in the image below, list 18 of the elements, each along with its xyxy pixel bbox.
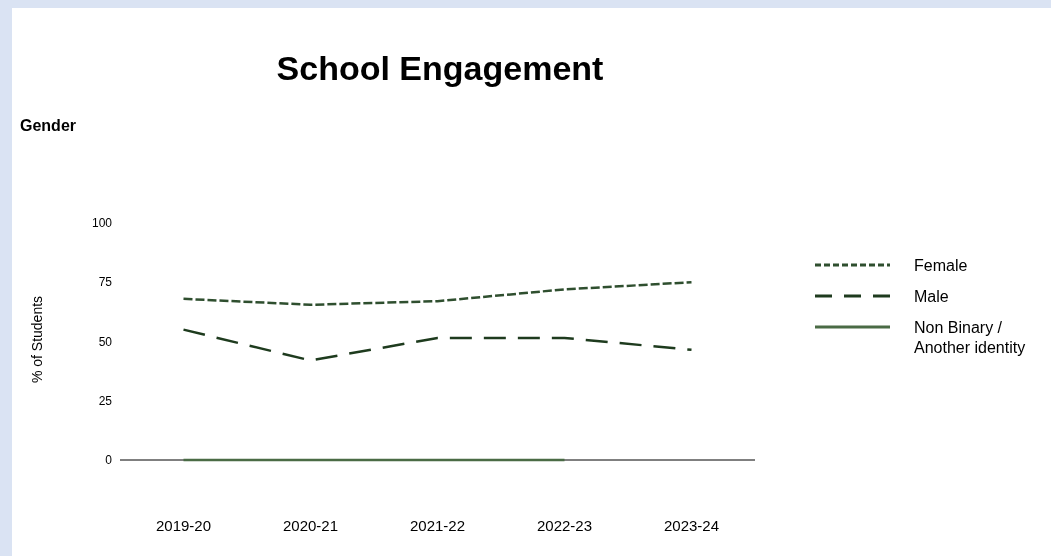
legend-label: Female — [914, 256, 968, 274]
y-axis-title: % of Students — [29, 295, 45, 384]
y-tick-label: 25 — [98, 393, 113, 408]
chart-subtitle: Gender — [20, 117, 77, 134]
x-tick-label: 2022-23 — [536, 517, 593, 534]
y-tick-label: 100 — [91, 216, 113, 231]
x-tick-label: 2023-24 — [663, 517, 720, 534]
line-series — [182, 328, 693, 362]
legend-label: Male — [914, 287, 949, 305]
y-tick-label: 0 — [105, 453, 113, 468]
line-series — [182, 281, 693, 307]
x-tick-label: 2019-20 — [155, 517, 212, 534]
y-tick-label: 75 — [98, 275, 113, 290]
y-tick-label: 50 — [98, 334, 113, 349]
x-tick-label: 2021-22 — [409, 517, 466, 534]
chart-title: School Engagement — [276, 49, 604, 87]
legend-label: Non Binary / Another identity — [914, 318, 1026, 356]
x-tick-label: 2020-21 — [282, 517, 339, 534]
